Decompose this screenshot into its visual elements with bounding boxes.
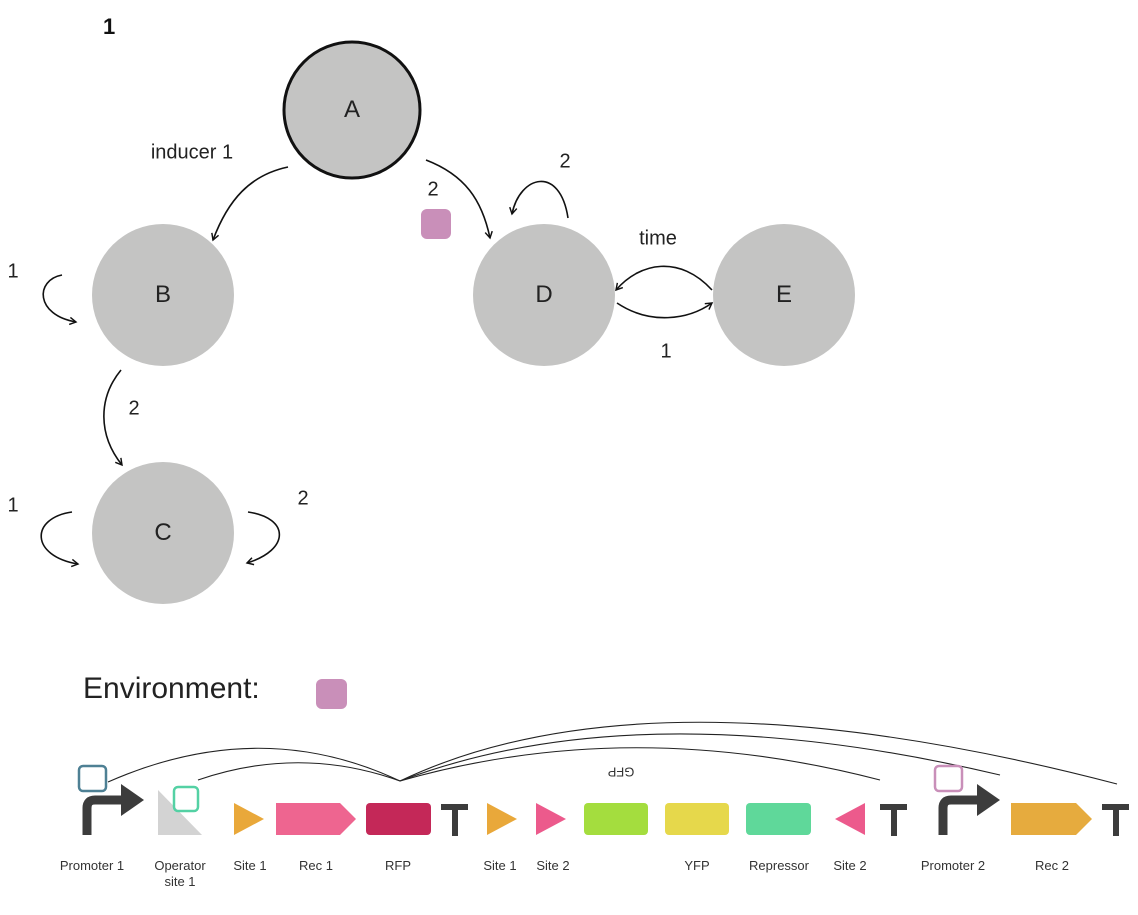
site-2a-glyph <box>536 803 566 835</box>
edge-c-self-1-label: 1 <box>7 494 19 517</box>
node-c <box>92 462 234 604</box>
rfp-label: RFP <box>385 858 411 873</box>
edge-d-self <box>509 180 569 219</box>
rec-1-glyph <box>276 803 356 835</box>
repressor-glyph <box>746 803 811 835</box>
edge-c-self-2 <box>245 511 280 566</box>
edge-e-d-label: time <box>639 227 677 250</box>
edge-b-self <box>42 274 78 326</box>
site-1b-glyph <box>487 803 517 835</box>
operator-site-label-line1: Operator <box>154 858 206 873</box>
regulation-arc-4 <box>399 733 1001 782</box>
promoter-2-glyph <box>938 795 980 835</box>
site-1-glyph <box>234 803 264 835</box>
promoter-2-arrowhead <box>977 784 1000 816</box>
edge-b-self-label: 1 <box>7 260 19 283</box>
gfp-glyph <box>584 803 648 835</box>
yfp-label: YFP <box>684 858 710 873</box>
node-c-label: C <box>154 519 172 546</box>
edge-c-self-2-label: 2 <box>297 487 309 510</box>
node-a-label: A <box>343 96 361 123</box>
promoter-1-arrowhead <box>121 784 144 816</box>
site-2b-glyph <box>835 803 865 835</box>
operator-site-box <box>172 785 200 813</box>
gfp-label: GFP <box>607 764 635 780</box>
edge-a-d-label: 2 <box>427 178 439 201</box>
edge-d-e <box>616 302 714 319</box>
node-d-label: D <box>535 281 553 308</box>
node-d <box>473 224 615 366</box>
regulation-arc-3 <box>399 721 1118 785</box>
edge-c-self-1 <box>40 511 80 568</box>
yfp-glyph <box>665 803 729 835</box>
edge-b-c-label: 2 <box>128 397 140 420</box>
promoter-1-box <box>77 764 108 793</box>
promoter-2-box <box>933 764 964 793</box>
site-1-label: Site 1 <box>233 858 267 873</box>
regulation-arc-2 <box>197 762 401 782</box>
repressor-label: Repressor <box>749 858 809 873</box>
edge-a-b <box>211 166 289 242</box>
terminator-2-glyph <box>880 804 907 836</box>
node-a <box>282 40 422 180</box>
site-1b-label: Site 1 <box>483 858 517 873</box>
rec-2-glyph <box>1011 803 1092 835</box>
edge-d-self-label: 2 <box>559 150 571 173</box>
promoter-1-label: Promoter 1 <box>59 858 125 873</box>
promoter-2-label: Promoter 2 <box>920 858 986 873</box>
node-b <box>92 224 234 366</box>
inducer-2-square <box>421 209 451 239</box>
site-2b-label: Site 2 <box>833 858 867 873</box>
environment-label: Environment: <box>83 672 260 705</box>
operator-site-label-line2: site 1 <box>164 874 196 889</box>
rfp-glyph <box>366 803 431 835</box>
site-2a-label: Site 2 <box>536 858 570 873</box>
figure-number: 1 <box>103 14 116 39</box>
rec-1-label: Rec 1 <box>299 858 333 873</box>
regulation-arc-5 <box>399 747 881 782</box>
edge-e-d <box>615 265 713 292</box>
promoter-1-glyph <box>82 795 124 835</box>
node-e-label: E <box>775 281 793 308</box>
edge-d-e-label: 1 <box>660 340 672 363</box>
edge-a-d <box>425 159 493 240</box>
rec-2-label: Rec 2 <box>1035 858 1069 873</box>
edge-a-b-label: inducer 1 <box>150 141 234 164</box>
edge-b-c <box>103 369 123 467</box>
node-b-label: B <box>154 281 172 308</box>
terminator-3-glyph <box>1102 804 1129 836</box>
regulation-arc-1 <box>107 747 401 783</box>
node-e <box>713 224 855 366</box>
environment-square <box>316 679 347 709</box>
operator-site-glyph <box>158 790 202 835</box>
terminator-1-glyph <box>441 804 468 836</box>
